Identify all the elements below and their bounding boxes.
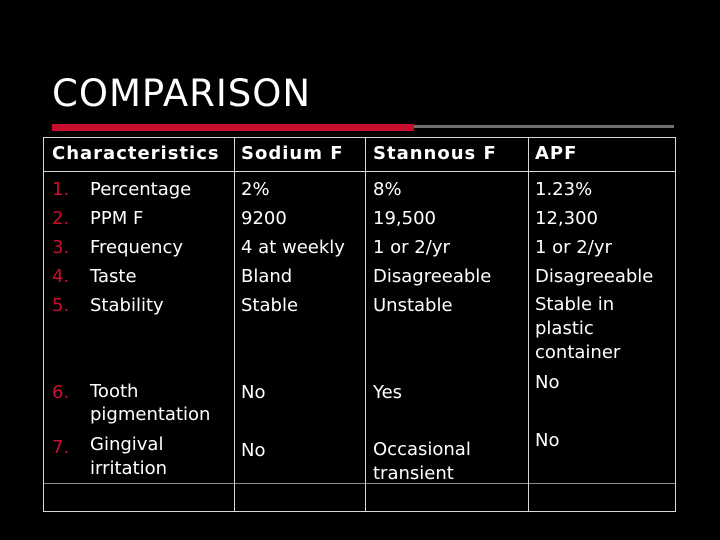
cell-apf: No — [535, 372, 560, 393]
cell-stannous: 19,500 — [373, 208, 436, 229]
row-label: Percentage — [90, 179, 192, 200]
row-label: PPM F — [90, 208, 144, 229]
cell-sodium: Bland — [241, 266, 293, 287]
cell-sodium: 2% — [241, 179, 270, 200]
cell-apf: 1.23% — [535, 179, 593, 200]
cell-apf: 1 or 2/yr — [535, 237, 612, 258]
cell-apf: container — [535, 342, 621, 363]
header-characteristics: Characteristics — [52, 143, 220, 164]
col-divider-1 — [234, 137, 235, 512]
header-stannous-f: Stannous F — [373, 143, 497, 164]
row-number: 6. — [52, 382, 70, 403]
cell-sodium: 9200 — [241, 208, 287, 229]
table-bottom-rule-1 — [43, 483, 676, 484]
cell-apf: plastic — [535, 318, 594, 339]
row-label: Gingival — [90, 434, 164, 455]
cell-apf: Stable in — [535, 294, 615, 315]
table-left-border — [43, 137, 44, 512]
header-sodium-f: Sodium F — [241, 143, 344, 164]
cell-sodium: 4 at weekly — [241, 237, 345, 258]
table-top-border — [43, 137, 676, 138]
row-number: 7. — [52, 437, 70, 458]
table-right-border — [675, 137, 676, 512]
cell-stannous: Unstable — [373, 295, 453, 316]
header-apf: APF — [535, 143, 578, 164]
cell-apf: Disagreeable — [535, 266, 654, 287]
row-label: Stability — [90, 295, 164, 316]
cell-stannous: 1 or 2/yr — [373, 237, 450, 258]
comparison-table: Characteristics Sodium F Stannous F APF … — [43, 137, 676, 512]
header-separator — [43, 171, 676, 172]
row-number: 3. — [52, 237, 70, 258]
col-divider-2 — [365, 137, 366, 512]
row-label: pigmentation — [90, 404, 211, 425]
row-number: 4. — [52, 266, 70, 287]
row-label: Frequency — [90, 237, 183, 258]
cell-stannous: Disagreeable — [373, 266, 492, 287]
cell-stannous: 8% — [373, 179, 402, 200]
row-label: Taste — [90, 266, 137, 287]
row-label: Tooth — [90, 381, 139, 402]
cell-stannous: Yes — [373, 382, 403, 403]
cell-apf: No — [535, 430, 560, 451]
cell-sodium: Stable — [241, 295, 299, 316]
cell-sodium: No — [241, 440, 266, 461]
cell-stannous: transient — [373, 463, 454, 484]
table-bottom-border — [43, 511, 676, 512]
cell-stannous: Occasional — [373, 439, 471, 460]
row-number: 2. — [52, 208, 70, 229]
col-divider-3 — [528, 137, 529, 512]
row-number: 5. — [52, 295, 70, 316]
row-number: 1. — [52, 179, 70, 200]
cell-apf: 12,300 — [535, 208, 598, 229]
slide-title: COMPARISON — [52, 72, 312, 115]
cell-sodium: No — [241, 382, 266, 403]
row-label: irritation — [90, 458, 168, 479]
title-underline-red — [52, 124, 414, 131]
